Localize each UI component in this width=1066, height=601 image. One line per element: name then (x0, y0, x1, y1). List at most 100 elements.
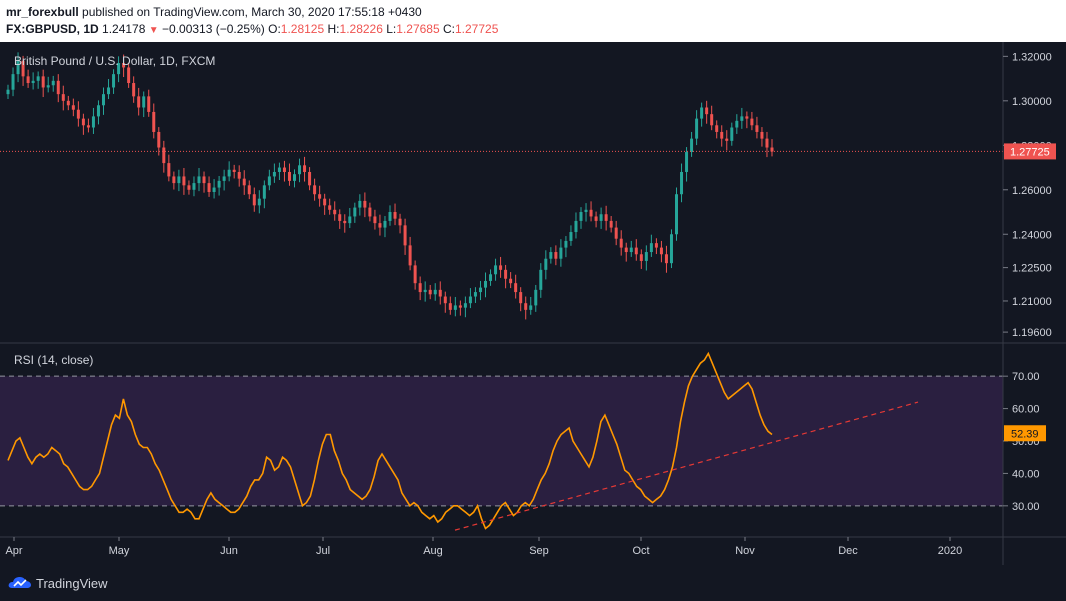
candle-body[interactable] (212, 187, 216, 192)
candle-body[interactable] (318, 194, 322, 199)
candle-body[interactable] (202, 176, 206, 184)
candle-body[interactable] (423, 289, 427, 293)
candle-body[interactable] (41, 76, 45, 88)
candle-body[interactable] (107, 87, 111, 95)
candle-body[interactable] (700, 107, 704, 119)
candle-body[interactable] (609, 220, 613, 228)
candle-body[interactable] (132, 83, 136, 97)
candle-body[interactable] (680, 171, 684, 195)
candle-body[interactable] (227, 169, 231, 177)
candle-body[interactable] (730, 127, 734, 141)
candle-body[interactable] (287, 171, 291, 181)
candle-body[interactable] (484, 280, 487, 288)
candle-body[interactable] (157, 131, 161, 148)
candle-body[interactable] (51, 80, 55, 86)
candle-body[interactable] (313, 185, 317, 195)
candle-body[interactable] (333, 209, 337, 215)
candle-body[interactable] (539, 269, 543, 290)
candle-body[interactable] (122, 63, 126, 68)
candle-body[interactable] (413, 265, 417, 284)
candle-body[interactable] (373, 216, 377, 224)
candle-body[interactable] (534, 289, 538, 306)
candle-body[interactable] (619, 238, 623, 248)
candle-body[interactable] (478, 287, 482, 293)
candle-body[interactable] (282, 167, 286, 172)
candle-body[interactable] (272, 171, 276, 177)
candle-body[interactable] (644, 252, 648, 261)
candle-body[interactable] (358, 200, 362, 208)
footer-brand[interactable]: TradingView (36, 575, 108, 591)
candle-body[interactable] (167, 163, 171, 177)
candle-body[interactable] (26, 76, 30, 84)
candle-body[interactable] (187, 185, 191, 190)
candle-body[interactable] (433, 289, 437, 295)
author-name[interactable]: mr_forexbull (6, 5, 79, 19)
candle-body[interactable] (252, 194, 256, 206)
candle-body[interactable] (443, 296, 447, 304)
candle-body[interactable] (604, 214, 608, 221)
candle-body[interactable] (559, 247, 563, 259)
candle-body[interactable] (664, 254, 668, 264)
candle-body[interactable] (247, 185, 251, 195)
candle-body[interactable] (529, 305, 533, 310)
candle-body[interactable] (242, 178, 246, 186)
candle-body[interactable] (197, 176, 201, 184)
candle-body[interactable] (654, 243, 658, 248)
candle-body[interactable] (207, 183, 211, 192)
candle-body[interactable] (634, 247, 638, 255)
candle-body[interactable] (112, 74, 116, 88)
candle-body[interactable] (468, 296, 472, 304)
candle-body[interactable] (257, 198, 261, 206)
candle-body[interactable] (56, 80, 60, 95)
candle-body[interactable] (564, 240, 568, 248)
candle-body[interactable] (544, 258, 548, 270)
candle-body[interactable] (690, 138, 694, 152)
candle-body[interactable] (649, 243, 653, 253)
candle-body[interactable] (489, 274, 493, 281)
candle-body[interactable] (328, 205, 332, 210)
candle-body[interactable] (710, 114, 714, 126)
candle-body[interactable] (463, 303, 467, 308)
candle-body[interactable] (398, 218, 402, 226)
candle-body[interactable] (438, 289, 442, 297)
candle-body[interactable] (745, 116, 749, 119)
candle-body[interactable] (142, 96, 146, 108)
candle-body[interactable] (81, 118, 85, 126)
candle-body[interactable] (765, 138, 769, 148)
candle-body[interactable] (383, 220, 387, 228)
candle-body[interactable] (393, 212, 397, 219)
candle-body[interactable] (589, 209, 593, 217)
candle-body[interactable] (549, 252, 553, 259)
candle-body[interactable] (574, 220, 578, 233)
candle-body[interactable] (147, 96, 151, 112)
tradingview-logo-icon[interactable] (8, 576, 32, 590)
rsi-trendline[interactable] (454, 401, 919, 531)
candle-body[interactable] (509, 278, 513, 284)
candle-body[interactable] (725, 138, 729, 141)
candle-body[interactable] (669, 234, 673, 264)
candle-body[interactable] (6, 89, 10, 95)
candle-body[interactable] (323, 198, 327, 206)
candle-body[interactable] (659, 247, 663, 255)
candle-body[interactable] (685, 151, 689, 172)
candle-body[interactable] (127, 67, 131, 84)
candle-body[interactable] (494, 265, 498, 275)
candle-body[interactable] (222, 176, 226, 181)
candle-body[interactable] (629, 247, 633, 253)
candle-body[interactable] (554, 252, 558, 259)
candle-body[interactable] (36, 76, 40, 81)
candle-body[interactable] (152, 111, 156, 132)
candle-body[interactable] (91, 116, 95, 128)
candle-body[interactable] (237, 171, 241, 179)
candle-body[interactable] (217, 180, 221, 188)
candle-body[interactable] (363, 200, 367, 208)
candle-body[interactable] (298, 165, 302, 175)
candle-body[interactable] (96, 105, 100, 117)
candle-body[interactable] (267, 176, 271, 186)
candle-body[interactable] (16, 60, 20, 75)
candle-body[interactable] (639, 254, 643, 261)
candle-body[interactable] (760, 131, 764, 139)
candle-body[interactable] (262, 185, 266, 199)
candle-body[interactable] (378, 223, 382, 228)
